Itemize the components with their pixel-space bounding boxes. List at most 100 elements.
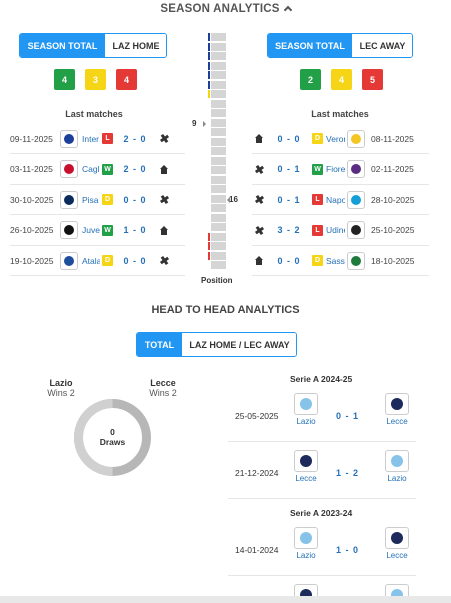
list-item[interactable]: 3 - 2 LUdinese 25-10-2025: [252, 216, 429, 246]
h2h-match-score[interactable]: 1 - 0: [336, 545, 360, 555]
tab-h2h-total[interactable]: TOTAL: [137, 333, 182, 356]
draws-value: 0: [110, 427, 115, 437]
match-score[interactable]: 1 - 0: [123, 225, 147, 235]
h2h-away-team[interactable]: Lecce: [377, 527, 417, 560]
list-item[interactable]: 26-10-2025 JuventusW 1 - 0: [10, 216, 185, 246]
h2h-match-date: 25-05-2025: [235, 411, 279, 421]
position-cell: [211, 213, 226, 222]
position-cell: [211, 251, 226, 260]
opponent-crest: [347, 129, 365, 148]
h2h-match-row[interactable]: 14-01-2024 Lazio 1 - 0 Lecce: [228, 524, 416, 576]
tab-laz-home[interactable]: LAZ HOME: [105, 34, 166, 57]
team-crest-icon: [64, 194, 74, 205]
position-zone-marker: [208, 42, 210, 51]
result-badge: D: [312, 255, 323, 266]
away-venue-icon: [157, 195, 171, 204]
team-crest-icon: [300, 398, 312, 410]
team-crest: [385, 450, 409, 472]
left-form-badges: 4 3 4: [54, 69, 137, 90]
team-crest-icon: [351, 194, 361, 205]
opponent-name[interactable]: Inter: [82, 133, 100, 144]
match-score[interactable]: 0 - 1: [277, 194, 301, 205]
list-item[interactable]: 0 - 1 LNapoli 28-10-2025: [252, 185, 429, 215]
tab-laz-home-lec-away[interactable]: LAZ HOME / LEC AWAY: [182, 333, 296, 356]
list-item[interactable]: 0 - 0 DSassuolo 18-10-2025: [252, 246, 429, 276]
bottom-scrollbar[interactable]: [0, 596, 451, 603]
h2h-match-row[interactable]: 25-05-2025 Lazio 0 - 1 Lecce: [228, 390, 416, 442]
opponent-crest: [60, 251, 78, 270]
position-zone-marker: [208, 52, 210, 60]
list-item[interactable]: 30-10-2025 Pisa D 0 - 0: [10, 185, 185, 215]
h2h-match-date: 14-01-2024: [235, 545, 279, 555]
team-crest-icon: [64, 255, 74, 266]
result-badge: W: [312, 163, 323, 175]
match-date: 25-10-2025: [371, 225, 415, 235]
position-zone-marker: [208, 232, 210, 241]
away-team-name: Lecce: [150, 378, 176, 388]
opponent-name[interactable]: Udinese: [326, 225, 345, 235]
draws-label: Draws: [99, 437, 126, 447]
match-score[interactable]: 0 - 0: [123, 255, 147, 266]
opponent-name[interactable]: Juventus: [82, 225, 100, 235]
position-zone-marker: [208, 251, 210, 260]
position-cell: [211, 128, 226, 136]
opponent-name[interactable]: Cagliari: [82, 164, 100, 174]
h2h-match-score[interactable]: 0 - 1: [336, 411, 360, 421]
match-score[interactable]: 2 - 0: [123, 133, 147, 144]
tab-right-season-total[interactable]: SEASON TOTAL: [268, 34, 352, 57]
result-badge: W: [102, 224, 113, 236]
opponent-name[interactable]: Atalanta: [82, 255, 100, 266]
match-score[interactable]: 0 - 0: [277, 255, 301, 266]
result-badge: D: [312, 133, 323, 144]
match-date: 26-10-2025: [10, 225, 54, 235]
h2h-home-team[interactable]: Lazio: [286, 393, 326, 426]
opponent-name[interactable]: Sassuolo: [326, 255, 345, 266]
h2h-home-team[interactable]: Lecce: [286, 450, 326, 483]
position-cell: [211, 118, 226, 127]
away-venue-icon: [157, 134, 171, 143]
h2h-analytics-header[interactable]: HEAD TO HEAD ANALYTICS: [0, 304, 451, 316]
team-crest-icon: [64, 164, 74, 174]
h2h-match-row[interactable]: 21-12-2024 Lecce 1 - 2 Lazio: [228, 447, 416, 499]
h2h-away-team[interactable]: Lecce: [377, 393, 417, 426]
team-crest: [294, 527, 318, 549]
match-score[interactable]: 0 - 0: [277, 133, 301, 144]
draws-badge: 4: [331, 69, 352, 90]
position-cell: [211, 223, 226, 231]
tab-lec-away[interactable]: LEC AWAY: [352, 34, 412, 57]
list-item[interactable]: 03-11-2025 CagliariW 2 - 0: [10, 155, 185, 185]
opponent-name[interactable]: Fiorentina: [326, 164, 345, 174]
position-zone-marker: [208, 80, 210, 89]
match-score[interactable]: 3 - 2: [277, 225, 301, 235]
opponent-name[interactable]: Pisa: [82, 194, 99, 205]
list-item[interactable]: 0 - 0 DVerona 08-11-2025: [252, 124, 429, 154]
list-item[interactable]: 09-11-2025 Inter L 2 - 0: [10, 124, 185, 154]
h2h-away-team[interactable]: Lazio: [377, 450, 417, 483]
position-label: Position: [201, 276, 233, 285]
position-cell: [211, 166, 226, 174]
opponent-crest: [347, 251, 365, 270]
opponent-crest: [347, 221, 365, 239]
right-form-badges: 2 4 5: [300, 69, 383, 90]
opponent-name[interactable]: Verona: [326, 133, 345, 144]
h2h-match-score[interactable]: 1 - 2: [336, 468, 360, 478]
opponent-name[interactable]: Napoli: [326, 194, 345, 205]
team-crest: [385, 527, 409, 549]
season-analytics-header[interactable]: SEASON ANALYTICS: [0, 3, 451, 15]
match-score[interactable]: 0 - 1: [277, 164, 301, 174]
position-cell: [211, 185, 226, 193]
tab-left-season-total[interactable]: SEASON TOTAL: [20, 34, 105, 57]
right-last-matches-title: Last matches: [311, 109, 369, 119]
position-cell: [211, 33, 226, 41]
team-crest-icon: [351, 133, 361, 144]
match-score[interactable]: 0 - 0: [123, 194, 147, 205]
right-season-tabs: SEASON TOTAL LEC AWAY: [267, 33, 413, 58]
list-item[interactable]: 19-10-2025 AtalantaD 0 - 0: [10, 246, 185, 276]
opponent-crest: [60, 221, 78, 239]
team-crest-icon: [300, 455, 312, 467]
list-item[interactable]: 0 - 1 WFiorentina 02-11-2025: [252, 155, 429, 185]
h2h-home-team[interactable]: Lazio: [286, 527, 326, 560]
team-crest-icon: [391, 455, 403, 467]
match-score[interactable]: 2 - 0: [123, 164, 147, 174]
draws-badge: 3: [85, 69, 106, 90]
